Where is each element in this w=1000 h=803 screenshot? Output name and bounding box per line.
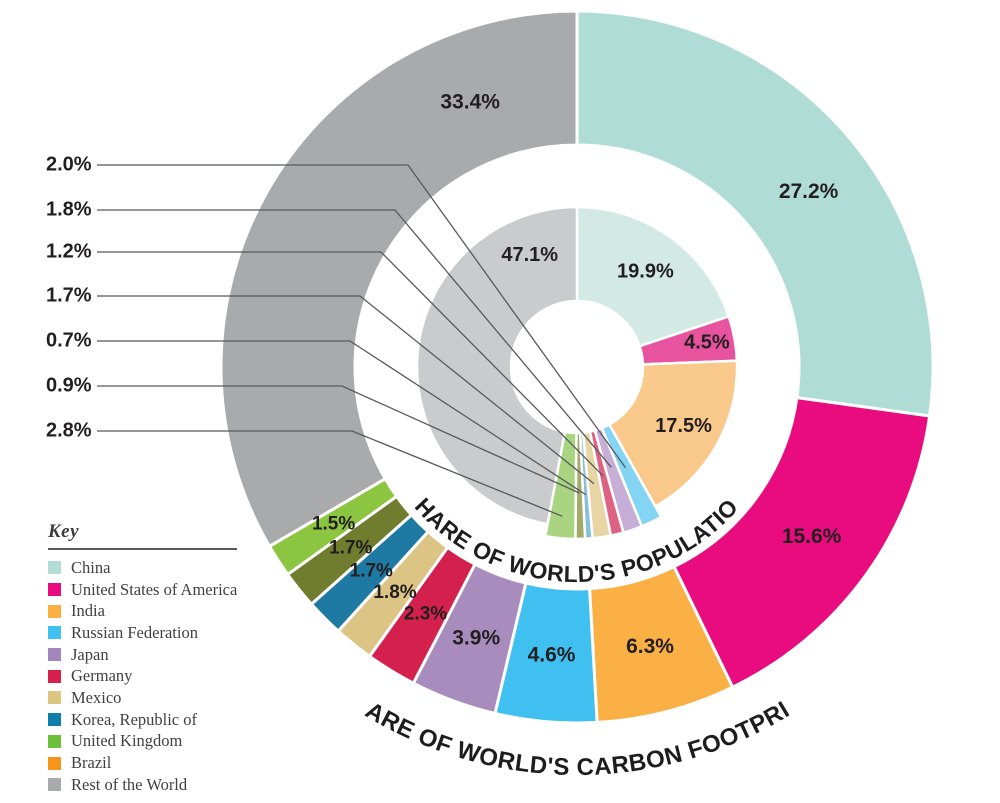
legend-swatch-india [48, 604, 61, 618]
legend-swatch-japan [48, 648, 61, 662]
outer-label-germany: 2.3% [404, 603, 447, 624]
legend-label-germany: Germany [71, 666, 133, 686]
legend-item-germany: Germany [48, 665, 248, 687]
legend-swatch-brazil [48, 756, 61, 770]
inner-slice-rest-of-the-world [415, 205, 579, 526]
inner-label-united-states-of-america: 4.5% [684, 332, 730, 354]
callout-label-mexico: 1.7% [46, 284, 92, 306]
legend-swatch-mexico [48, 691, 61, 705]
legend-label-russian-federation: Russian Federation [71, 622, 198, 642]
inner-label-rest-of-the-world: 47.1% [501, 244, 558, 266]
outer-label-korea-republic-of: 1.7% [350, 560, 393, 581]
outer-label-china: 27.2% [779, 180, 839, 203]
legend-swatch-russian-federation [48, 626, 61, 640]
legend-label-korea-republic-of: Korea, Republic of [71, 709, 197, 729]
legend: Key China United States of America India Ru… [48, 521, 248, 796]
legend-swatch-korea-republic-of [48, 713, 61, 727]
inner-label-china: 19.9% [617, 260, 674, 282]
legend-items: China United States of America India Russia… [48, 557, 248, 796]
legend-item-brazil: Brazil [48, 752, 248, 774]
outer-slice-rest-of-the-world [219, 9, 579, 548]
legend-label-rest-of-the-world: Rest of the World [71, 774, 188, 794]
leader-line-brazil [97, 430, 563, 517]
legend-label-japan: Japan [71, 644, 109, 664]
outer-slice-china [575, 9, 935, 418]
callout-label-korea-republic-of: 0.7% [46, 329, 92, 351]
callout-label-japan: 1.8% [46, 198, 92, 220]
legend-label-mexico: Mexico [71, 687, 122, 707]
callout-label-united-kingdom: 0.9% [46, 374, 92, 396]
legend-divider [48, 548, 237, 550]
outer-label-brazil: 1.5% [312, 514, 355, 535]
leader-line-russian-federation [97, 164, 627, 469]
outer-label-united-states-of-america: 15.6% [782, 525, 842, 548]
legend-swatch-china [48, 561, 61, 575]
inner-slice-india [608, 359, 739, 508]
inner-slice-china [575, 205, 731, 348]
legend-item-japan: Japan [48, 644, 248, 666]
outer-label-mexico: 1.8% [373, 582, 416, 603]
outer-label-russian-federation: 4.6% [528, 643, 576, 666]
leader-line-mexico [97, 295, 595, 485]
outer-label-united-kingdom: 1.7% [329, 537, 372, 558]
outer-label-japan: 3.9% [452, 626, 500, 649]
legend-label-brazil: Brazil [71, 753, 112, 773]
leader-line-korea-republic-of [97, 340, 587, 496]
callout-label-germany: 1.2% [46, 240, 92, 262]
legend-item-china: China [48, 557, 248, 579]
legend-swatch-united-states-of-america [48, 583, 61, 597]
legend-item-mexico: Mexico [48, 687, 248, 709]
legend-item-united-states-of-america: United States of America [48, 579, 248, 601]
leader-line-germany [97, 251, 604, 477]
legend-label-china: China [71, 557, 111, 577]
leader-line-united-kingdom [97, 385, 580, 494]
outer-label-rest-of-the-world: 33.4% [440, 90, 500, 113]
legend-item-korea-republic-of: Korea, Republic of [48, 709, 248, 731]
legend-swatch-united-kingdom [48, 734, 61, 748]
callout-label-brazil: 2.8% [46, 419, 92, 441]
leader-line-japan [97, 209, 612, 468]
legend-label-india: India [71, 601, 105, 621]
legend-label-united-states-of-america: United States of America [71, 579, 238, 599]
outer-label-india: 6.3% [626, 635, 674, 658]
callout-label-russian-federation: 2.0% [46, 153, 92, 175]
outer-slice-united-states-of-america [672, 396, 932, 689]
legend-item-rest-of-the-world: Rest of the World [48, 774, 248, 796]
legend-item-united-kingdom: United Kingdom [48, 731, 248, 753]
legend-title: Key [48, 521, 80, 542]
legend-item-india: India [48, 600, 248, 622]
legend-swatch-germany [48, 669, 61, 683]
legend-swatch-rest-of-the-world [48, 778, 61, 792]
inner-label-india: 17.5% [655, 415, 712, 437]
legend-label-united-kingdom: United Kingdom [71, 731, 183, 751]
legend-item-russian-federation: Russian Federation [48, 622, 248, 644]
